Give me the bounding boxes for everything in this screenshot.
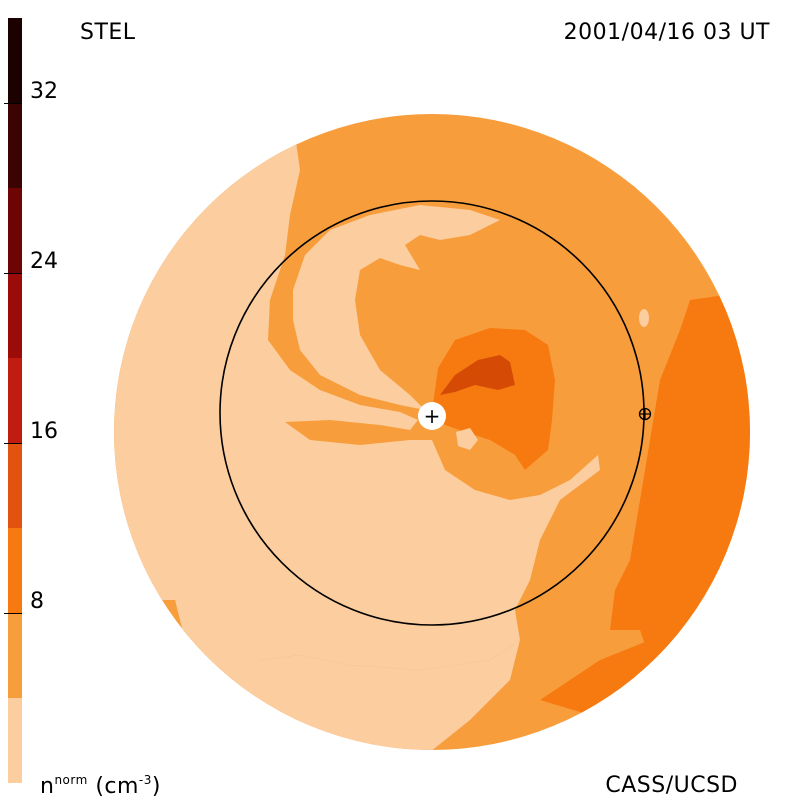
region-low-density-spot xyxy=(456,428,478,450)
earth-marker xyxy=(638,407,652,421)
sun-symbol: + xyxy=(424,404,441,428)
units-base: n xyxy=(40,774,55,799)
colorbar-level-5 xyxy=(8,273,22,358)
colorbar xyxy=(8,18,22,783)
units-sup: norm xyxy=(54,773,88,787)
sun-marker xyxy=(418,402,446,430)
colorbar-level-2 xyxy=(8,528,22,613)
units-unit: (cm xyxy=(95,774,139,799)
earth-orbit xyxy=(219,200,645,626)
colorbar-tick-label: 32 xyxy=(30,79,58,104)
colorbar-level-3 xyxy=(8,443,22,528)
colorbar-level-1 xyxy=(8,613,22,698)
colorbar-tick-mark xyxy=(4,273,22,274)
timestamp-label: 2001/04/16 03 UT xyxy=(563,20,770,45)
units-label: nnorm (cm-3) xyxy=(40,773,161,799)
region-low-density-swirl xyxy=(293,205,500,410)
credit-label: CASS/UCSD xyxy=(605,773,738,798)
units-exp: -3 xyxy=(138,773,152,787)
colorbar-tick-label: 8 xyxy=(30,589,44,614)
region-low-density-left xyxy=(114,135,600,670)
units-close: ) xyxy=(151,774,161,799)
colorbar-level-0 xyxy=(8,698,22,783)
region-mid-density-center xyxy=(432,328,555,470)
colorbar-tick-label: 16 xyxy=(30,419,58,444)
data-source-label: STEL xyxy=(80,20,136,45)
region-low-density-dot xyxy=(639,309,649,327)
colorbar-tick-label: 24 xyxy=(30,249,58,274)
colorbar-tick-mark xyxy=(4,103,22,104)
colorbar-level-6 xyxy=(8,188,22,273)
colorbar-level-4 xyxy=(8,358,22,443)
colorbar-tick-mark xyxy=(4,613,22,614)
colorbar-level-7 xyxy=(8,103,22,188)
region-high-density-core xyxy=(440,355,515,395)
colorbar-tick-mark xyxy=(4,443,22,444)
colorbar-level-8 xyxy=(8,18,22,103)
